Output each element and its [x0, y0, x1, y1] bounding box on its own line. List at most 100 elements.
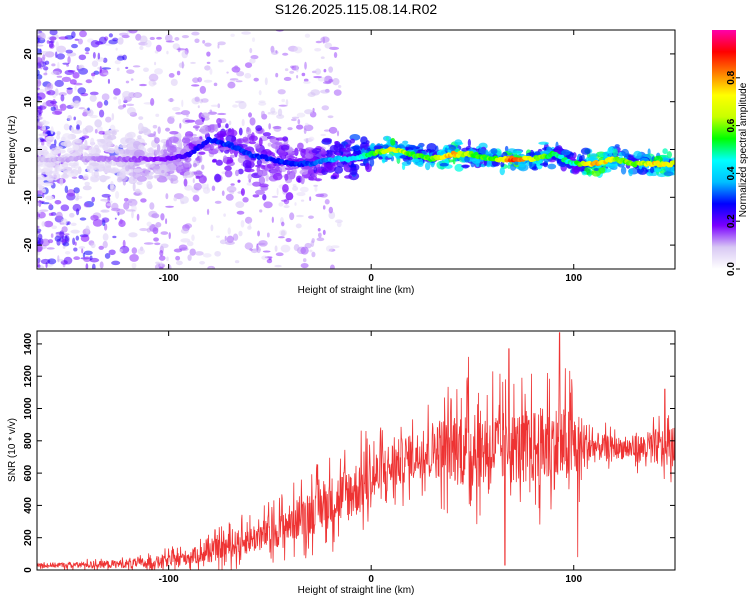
spectrogram-cell — [64, 250, 71, 255]
spectrogram-cell — [304, 109, 313, 115]
spectrogram-cell — [204, 42, 212, 47]
spectrogram-cell — [271, 50, 279, 55]
spectrogram-cell — [236, 210, 245, 215]
snr-panel: -100 0 100 0 200 400 600 800 1000 1200 1400 Heigh… — [7, 330, 676, 596]
spectrogram-cell — [296, 112, 306, 118]
spectrogram-cell — [663, 171, 674, 177]
spectrogram-cell — [593, 167, 600, 171]
spectrogram-cell — [133, 168, 143, 173]
spectrogram-cell — [218, 147, 230, 151]
spectrogram-cell — [112, 37, 119, 42]
spectrogram-cell — [85, 263, 89, 269]
spectrogram-cell — [67, 114, 73, 121]
spectrogram-cell — [153, 213, 159, 219]
spectrogram-cell — [101, 67, 112, 70]
spectrogram-cell — [37, 48, 42, 55]
spectrogram-cell — [207, 124, 216, 133]
spectrogram-cell — [444, 159, 449, 163]
spectrogram-cell — [131, 247, 138, 254]
spectrogram-cell — [344, 175, 352, 179]
spectrogram-cell — [56, 131, 61, 135]
spectrogram-cell — [275, 137, 286, 141]
spectrogram-cell — [129, 253, 139, 262]
spectrogram-cell — [321, 105, 330, 111]
spectrogram-cell — [146, 221, 152, 227]
spectrogram-cell — [171, 115, 175, 119]
spectrogram-cell — [78, 54, 87, 61]
spectrogram-cell — [319, 193, 328, 198]
spectrogram-cell — [135, 188, 141, 194]
spectrogram-cell — [417, 161, 424, 168]
spectrogram-cell — [46, 247, 55, 250]
spectrogram-cell — [126, 131, 136, 139]
spectrogram-cell — [204, 65, 211, 71]
spectrogram-cell — [263, 201, 273, 209]
spectrogram-cell — [111, 112, 115, 121]
spectrogram-cell — [50, 71, 61, 76]
spectrogram-cell — [170, 78, 178, 87]
spectrogram-cell — [75, 235, 80, 241]
spectrogram-cell — [547, 163, 557, 170]
spectrogram-cell — [41, 221, 46, 227]
spectrogram-cell — [218, 59, 224, 63]
spectrogram-cell — [58, 36, 69, 40]
spectrogram-cell — [156, 36, 162, 40]
spectrogram-cell — [297, 142, 304, 150]
spectrogram-cell — [258, 240, 268, 247]
spectrogram-cell — [490, 147, 498, 155]
spectrogram-cell — [194, 96, 200, 102]
spectrogram-cell — [251, 37, 256, 42]
spectrogram-cell — [89, 162, 100, 167]
spectrogram-cell — [295, 214, 304, 218]
spectrogram-cell — [234, 169, 240, 177]
spectrogram-y-tick-label: -10 — [23, 190, 34, 205]
spectrogram-cell — [283, 198, 290, 205]
spectrogram-cell — [250, 54, 259, 60]
spectrogram-cell — [137, 135, 142, 140]
spectrogram-cell — [211, 185, 216, 192]
spectrogram-cell — [175, 260, 183, 266]
spectrogram-cell — [546, 146, 552, 152]
spectrogram-cell — [329, 46, 340, 50]
spectrogram-cell — [118, 98, 122, 105]
spectrogram-cell — [325, 162, 334, 168]
spectrogram-cell — [166, 256, 169, 262]
spectrogram-cell — [324, 199, 330, 205]
spectrogram-cell — [330, 176, 337, 180]
spectrogram-cell — [280, 144, 290, 151]
spectrogram-cell — [73, 256, 81, 261]
spectrogram-cell — [180, 228, 189, 234]
spectrogram-cell — [125, 165, 130, 172]
spectrogram-cell — [73, 82, 83, 86]
colorbar-gradient — [712, 30, 736, 269]
spectrogram-cell — [137, 248, 145, 255]
spectrogram-cell — [227, 227, 231, 235]
spectrogram-cell — [304, 122, 309, 126]
spectrogram-cell — [323, 129, 331, 132]
spectrogram-cell — [277, 89, 286, 95]
spectrogram-cell — [664, 166, 675, 172]
spectrogram-ylabel: Frequency (Hz) — [7, 116, 18, 185]
spectrogram-cell — [90, 72, 96, 77]
spectrogram-cell — [131, 210, 134, 219]
spectrogram-cell — [78, 175, 84, 180]
spectrogram-cell — [85, 79, 93, 84]
spectrogram-cell — [78, 107, 86, 110]
spectrogram-cell — [62, 242, 70, 247]
spectrogram-cell — [62, 62, 70, 65]
spectrogram-cell — [282, 183, 289, 193]
spectrogram-cell — [270, 107, 276, 114]
snr-xlabel: Height of straight line (km) — [298, 585, 415, 596]
spectrogram-cell — [266, 232, 270, 238]
spectrogram-cell — [149, 223, 156, 232]
spectrogram-cell — [77, 65, 83, 70]
spectrogram-cell — [309, 249, 313, 253]
spectrogram-cell — [169, 131, 179, 135]
spectrogram-cell — [38, 133, 48, 137]
spectrogram-cell — [216, 130, 227, 138]
spectrogram-y-ticks: -20 -10 0 10 20 — [23, 48, 675, 252]
spectrogram-cell — [56, 134, 61, 140]
spectrogram-cell — [37, 137, 41, 146]
spectrogram-cell — [271, 216, 274, 223]
spectrogram-cell — [258, 137, 263, 147]
